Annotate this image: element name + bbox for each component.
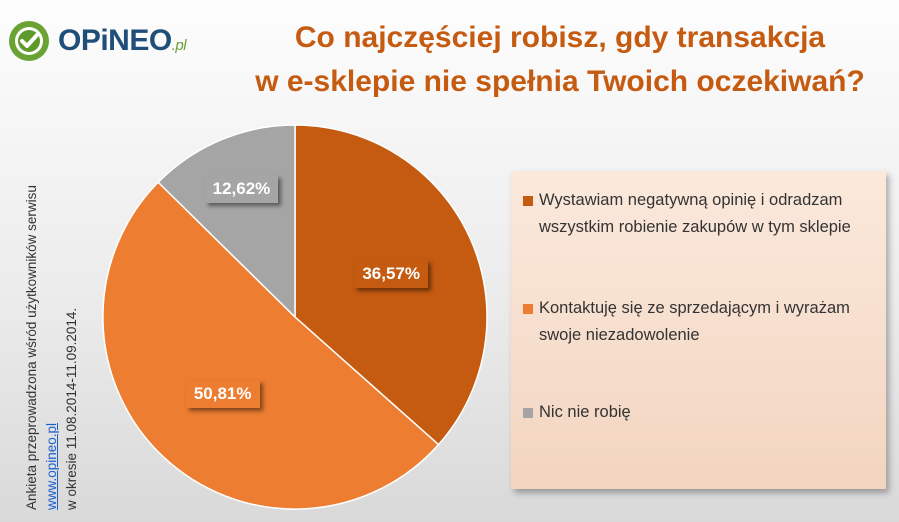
legend-swatch — [523, 196, 533, 206]
legend-swatch — [523, 304, 533, 314]
chart-title: Co najczęściej robisz, gdy transakcja w … — [235, 16, 885, 104]
checkmark-badge-icon — [9, 21, 49, 61]
legend-item-do-nothing: Nic nie robię — [523, 399, 881, 426]
pie-chart — [102, 124, 488, 510]
chart-title-line-2: w e-sklepie nie spełnia Twoich oczekiwań… — [255, 65, 865, 98]
opineo-link[interactable]: www.opineo.pl — [44, 422, 59, 510]
legend: Wystawiam negatywną opinię i odradzam ws… — [511, 171, 886, 489]
pie-slice-do-nothing — [157, 124, 296, 319]
legend-label: Kontaktuję się ze sprzedającym i wyrażam… — [539, 299, 850, 344]
survey-note: Ankieta przeprowadzona wśród użytkownikó… — [22, 115, 82, 510]
opineo-logo: OPiNEO.pl — [8, 20, 193, 64]
legend-swatch — [523, 408, 533, 418]
survey-note-line-1: Ankieta przeprowadzona wśród użytkownikó… — [24, 185, 39, 510]
logo-suffix: .pl — [171, 37, 187, 54]
logo-wordmark: OPiNEO.pl — [58, 24, 187, 57]
data-label-do-nothing: 12,62% — [204, 175, 279, 204]
survey-period-text: w okresie 11.08.2014-11.09.2014. — [64, 307, 79, 510]
survey-note-line-2: www.opineo.pl w okresie 11.08.2014-11.09… — [42, 115, 82, 510]
pie-slice-contact-seller — [102, 181, 440, 510]
data-label-negative-review: 36,57% — [354, 259, 428, 288]
data-label-contact-seller: 50,81% — [185, 380, 260, 409]
legend-item-negative-review: Wystawiam negatywną opinię i odradzam ws… — [523, 187, 881, 241]
chart-title-line-1: Co najczęściej robisz, gdy transakcja — [294, 21, 826, 54]
legend-item-contact-seller: Kontaktuję się ze sprzedającym i wyrażam… — [523, 295, 881, 349]
legend-label: Nic nie robię — [539, 403, 631, 421]
legend-label: Wystawiam negatywną opinię i odradzam ws… — [539, 191, 851, 236]
